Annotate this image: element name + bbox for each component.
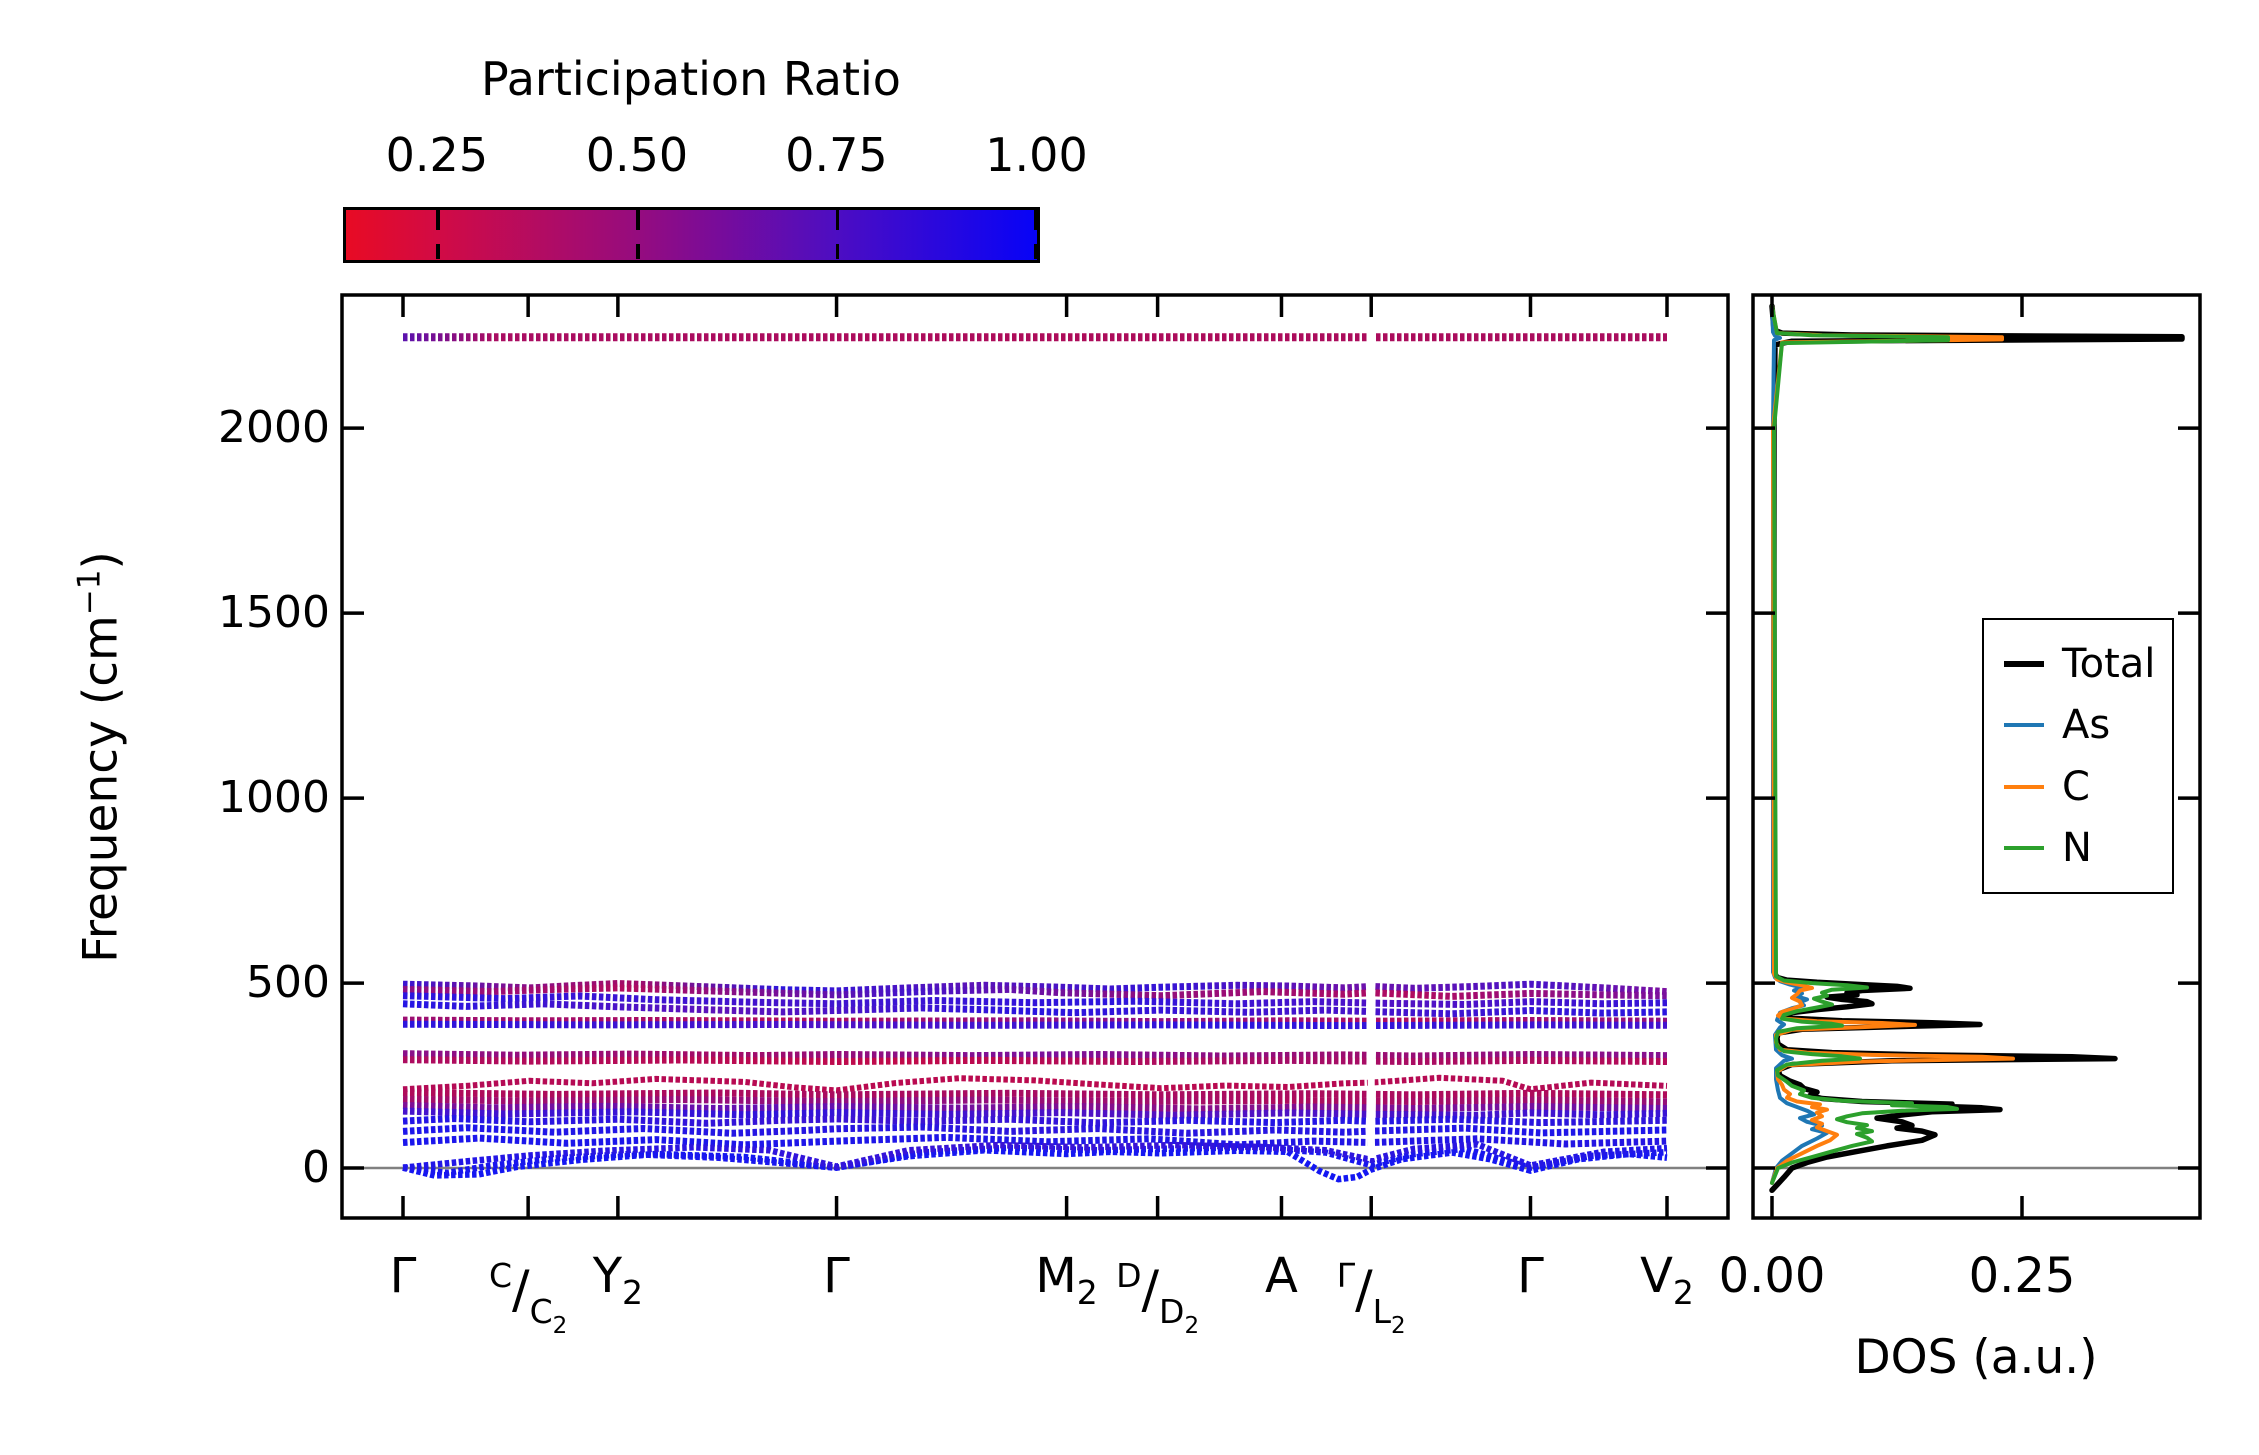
- band-line: [402, 1095, 1668, 1106]
- colorbar-tick: [436, 244, 440, 259]
- x-tick-label: C/C2: [488, 1256, 568, 1339]
- colorbar-tick: [835, 244, 840, 259]
- legend-line-swatch: [2004, 784, 2044, 789]
- legend-label: Total: [2062, 641, 2156, 688]
- band-line: [402, 1102, 1668, 1113]
- dos-curve-n: [1770, 304, 1959, 1185]
- legend-entry-as: As: [2004, 702, 2172, 748]
- legend-line-swatch: [2004, 723, 2044, 728]
- dos-x-tick-label: 0.00: [1718, 1248, 1826, 1304]
- colorbar-tick: [636, 210, 640, 230]
- colorbar-tick-label: 0.25: [385, 128, 489, 182]
- colorbar-tick-label: 1.00: [985, 128, 1088, 182]
- legend: Total As C N: [1982, 618, 2174, 894]
- legend-label: As: [2062, 702, 2111, 749]
- y-tick-label: 1000: [218, 772, 330, 824]
- colorbar-tick-label: 0.50: [585, 128, 689, 182]
- dos-axis-label: DOS (a.u.): [1854, 1330, 2098, 1385]
- colorbar-tick: [1034, 244, 1038, 259]
- colorbar-title: Participation Ratio: [481, 52, 901, 106]
- colorbar-tick: [436, 210, 440, 230]
- band-line: [402, 1123, 1668, 1137]
- band-line: [402, 1141, 1668, 1171]
- band-lines: [402, 297, 1668, 1183]
- x-tick-label: D/D2: [1116, 1256, 1200, 1339]
- y-tick-label: 1500: [218, 587, 330, 639]
- band-line: [402, 992, 1668, 1008]
- legend-entry-c: C: [2004, 764, 2172, 810]
- band-line: [402, 1016, 1668, 1026]
- y-tick-label: 0: [302, 1142, 330, 1194]
- x-tick-label: Y2: [592, 1248, 644, 1312]
- x-tick-label: Γ: [823, 1248, 850, 1304]
- dos-curve-c: [1770, 304, 2015, 1185]
- band-line: [402, 1074, 1668, 1094]
- legend-label: N: [2062, 824, 2092, 871]
- colorbar-tick: [636, 244, 640, 259]
- dos-curves: [1769, 303, 2185, 1194]
- band-line: [402, 1115, 1668, 1127]
- x-tick-label: Γ: [1517, 1248, 1544, 1304]
- y-tick-label: 500: [246, 957, 330, 1009]
- band-line: [402, 1056, 1668, 1065]
- x-tick-label: M2: [1035, 1248, 1098, 1312]
- legend-line-swatch: [2004, 661, 2044, 668]
- legend-entry-total: Total: [2004, 641, 2172, 687]
- colorbar-tick: [835, 210, 840, 230]
- x-tick-label: A: [1265, 1248, 1298, 1304]
- x-tick-label: Γ/L2: [1336, 1256, 1406, 1339]
- y-tick-label: 2000: [218, 402, 330, 454]
- legend-line-swatch: [2004, 845, 2044, 850]
- band-line: [402, 1050, 1668, 1060]
- dos-x-tick-label: 0.25: [1968, 1248, 2076, 1304]
- colorbar: [343, 207, 1040, 263]
- band-line: [402, 1107, 1668, 1119]
- band-line: [402, 1089, 1668, 1099]
- dos-panel-border: [1751, 293, 2202, 1220]
- band-line: [402, 1020, 1668, 1030]
- x-tick-label: V2: [1640, 1248, 1694, 1312]
- band-line: [402, 980, 1668, 996]
- band-panel-border: [340, 293, 1730, 1220]
- legend-label: C: [2062, 763, 2090, 810]
- colorbar-tick: [1034, 210, 1038, 230]
- band-line: [402, 1133, 1668, 1149]
- band-branch-break: [1367, 297, 1375, 1158]
- x-tick-label: Γ: [389, 1248, 417, 1304]
- y-axis-label-post: ): [73, 551, 129, 570]
- legend-entry-n: N: [2004, 825, 2172, 871]
- colorbar-tick-label: 0.75: [785, 128, 888, 182]
- band-line: [402, 1000, 1668, 1018]
- colorbar-gradient: [346, 210, 1037, 260]
